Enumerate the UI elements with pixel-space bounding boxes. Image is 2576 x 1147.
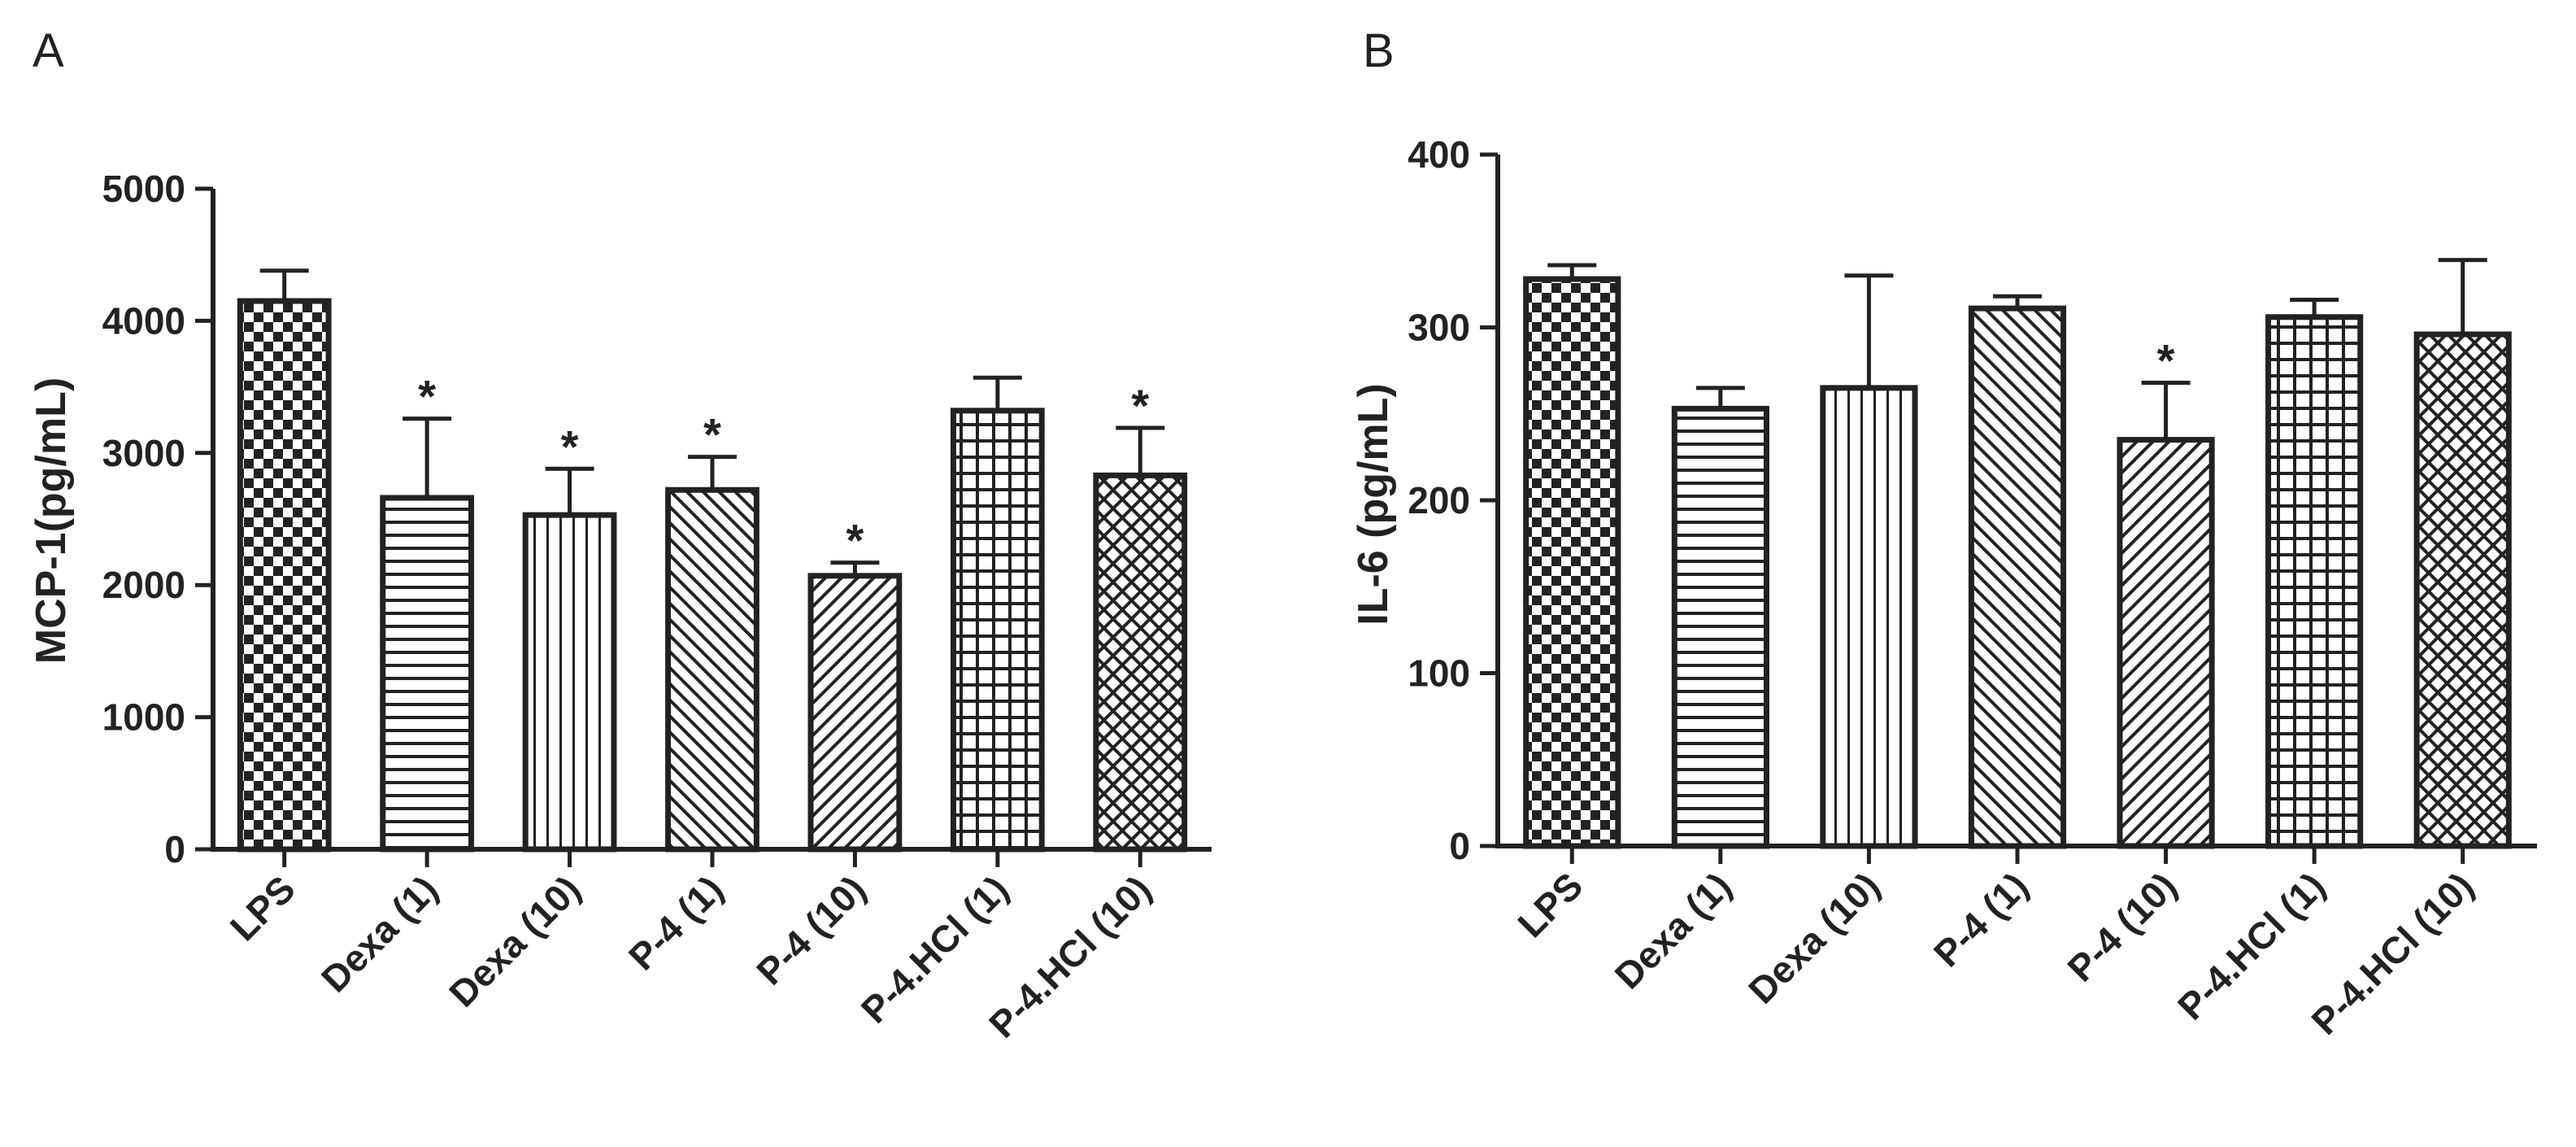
significance-star: * (846, 515, 864, 566)
y-tick-label: 5000 (102, 168, 185, 210)
bars (1523, 276, 2512, 849)
y-tick-label: 300 (1408, 307, 1470, 349)
chart-panel-a: MCP-1(pg/mL) * * * * * LPS Dexa (1)Dexa (10) P… (28, 168, 1212, 1046)
bar (665, 486, 759, 853)
x-tick-label: Dexa (10) (441, 867, 588, 1014)
x-tick-label: P-4 (10) (2059, 864, 2184, 989)
y-tick-label: 200 (1408, 479, 1470, 521)
y-axis-label: MCP-1(pg/mL) (28, 377, 75, 664)
x-tick-label: LPS (1509, 864, 1590, 945)
bar (1523, 276, 1621, 849)
bars (237, 298, 1188, 853)
bar (237, 298, 332, 853)
x-tick-label: P-4 (1) (1925, 864, 2036, 975)
bar (2117, 437, 2215, 849)
panel-label-b: B (1363, 24, 1395, 77)
bar (1671, 405, 1769, 849)
error-bars (259, 268, 1165, 576)
y-tick-label: 400 (1408, 133, 1470, 176)
x-tick-label: Dexa (1) (313, 867, 446, 1000)
significance-star: * (561, 421, 579, 472)
x-tick-label: P-4 (1) (620, 867, 731, 978)
significance-star: * (418, 371, 436, 422)
significance-star: * (2157, 335, 2175, 386)
bar (522, 512, 617, 853)
chart-panel-b: IL-6 (pg/mL) * LPS Dexa (1) Dexa (10) P-4 (… (1350, 133, 2537, 1043)
x-tick-label: Dexa (1) (1607, 864, 1739, 997)
x-tick-label: LPS (222, 867, 303, 949)
x-tick-label: Dexa (10) (1740, 864, 1887, 1011)
bar (1820, 385, 1918, 849)
y-tick-label: 100 (1408, 652, 1470, 695)
bar (1968, 305, 2067, 849)
significance-markers: * (2157, 335, 2175, 386)
y-tick-label: 2000 (102, 564, 185, 606)
y-tick-labels: 0 100 200 300 400 (1408, 133, 1470, 867)
y-tick-labels: 0 1000 2000 3000 4000 5000 (102, 168, 185, 870)
y-tick-label: 3000 (102, 432, 185, 474)
y-tick-label: 1000 (102, 696, 185, 739)
significance-star: * (1131, 380, 1149, 431)
bar (2265, 314, 2364, 849)
bar (380, 495, 475, 853)
error-bars (1547, 258, 2487, 440)
x-tick-label: P-4.HCl (1) (2169, 864, 2333, 1027)
y-tick-label: 0 (1449, 825, 1470, 867)
panel-label-a: A (33, 24, 64, 77)
axes (195, 186, 1212, 867)
x-tick-label: P-4 (10) (748, 867, 873, 992)
bar (950, 408, 1045, 853)
significance-markers: * * * * * (418, 371, 1149, 566)
y-tick-label: 4000 (102, 299, 185, 342)
bar (2413, 331, 2512, 849)
y-axis-label: IL-6 (pg/mL) (1350, 383, 1397, 626)
bar (1093, 472, 1188, 853)
significance-star: * (703, 409, 721, 460)
bar (807, 573, 903, 853)
y-tick-label: 0 (164, 828, 185, 870)
